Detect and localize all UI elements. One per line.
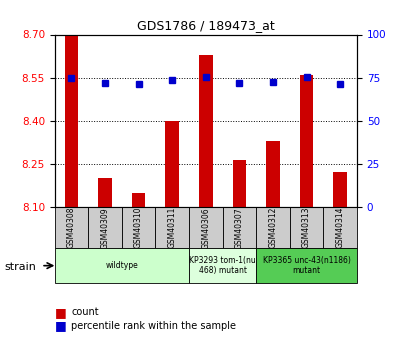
Bar (199, 55, 213, 207)
Bar (290, 207, 323, 248)
Text: GSM40309: GSM40309 (100, 207, 110, 248)
Text: KP3293 tom-1(nu
468) mutant: KP3293 tom-1(nu 468) mutant (189, 256, 256, 275)
Bar (155, 207, 189, 248)
Text: ■: ■ (55, 306, 66, 319)
Bar (132, 193, 145, 207)
Text: GSM40311: GSM40311 (168, 207, 177, 248)
Bar (55, 207, 88, 248)
Bar (189, 248, 256, 283)
Text: GSM40310: GSM40310 (134, 207, 143, 248)
Text: ■: ■ (55, 319, 66, 333)
Bar (65, 34, 78, 207)
Title: GDS1786 / 189473_at: GDS1786 / 189473_at (137, 19, 275, 32)
Bar (300, 75, 313, 207)
Text: GSM40314: GSM40314 (336, 207, 345, 248)
Text: GSM40308: GSM40308 (67, 207, 76, 248)
Text: percentile rank within the sample: percentile rank within the sample (71, 321, 236, 331)
Bar (189, 207, 223, 248)
Bar (223, 207, 256, 248)
Bar (88, 207, 122, 248)
Text: wildtype: wildtype (105, 261, 138, 270)
Bar (256, 207, 290, 248)
Text: GSM40312: GSM40312 (268, 207, 278, 248)
Bar (165, 121, 179, 207)
Text: GSM40307: GSM40307 (235, 207, 244, 248)
Bar (98, 178, 112, 207)
Text: KP3365 unc-43(n1186)
mutant: KP3365 unc-43(n1186) mutant (262, 256, 351, 275)
Bar (256, 248, 357, 283)
Text: GSM40306: GSM40306 (201, 207, 210, 248)
Text: count: count (71, 307, 99, 317)
Bar (333, 172, 347, 207)
Bar (55, 248, 189, 283)
Bar (323, 207, 357, 248)
Bar (122, 207, 155, 248)
Bar (233, 159, 246, 207)
Text: strain: strain (4, 263, 36, 272)
Bar (266, 141, 280, 207)
Text: GSM40313: GSM40313 (302, 207, 311, 248)
